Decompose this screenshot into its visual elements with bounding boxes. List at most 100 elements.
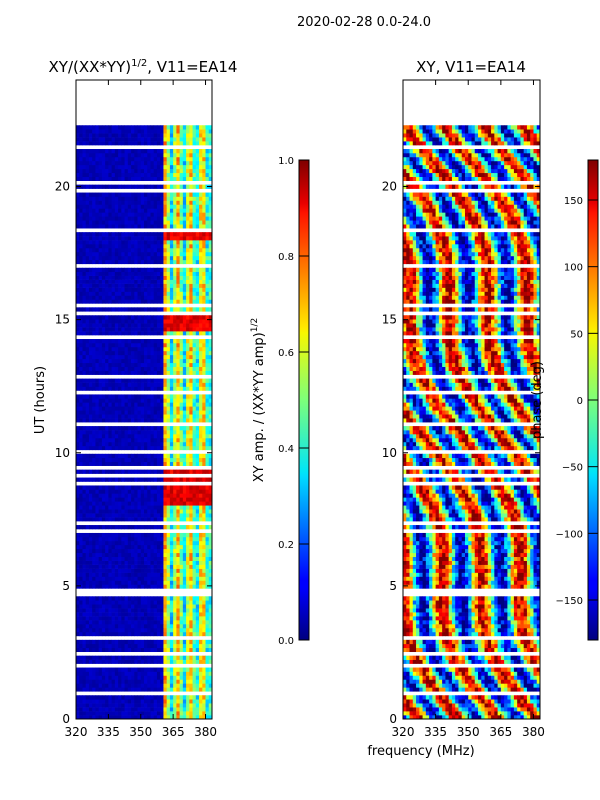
heatmap-cell xyxy=(121,643,125,649)
heatmap-cell xyxy=(202,568,206,573)
heatmap-cell xyxy=(186,410,190,415)
heatmap-cell xyxy=(202,513,206,518)
heatmap-cell xyxy=(176,699,181,704)
heatmap-cell xyxy=(153,687,158,692)
heatmap-cell xyxy=(169,251,174,257)
heatmap-cell xyxy=(124,378,129,383)
heatmap-cell xyxy=(134,532,138,538)
heatmap-cell xyxy=(153,620,158,625)
heatmap-cell xyxy=(156,580,161,585)
heatmap-cell xyxy=(95,560,100,565)
heatmap-cell xyxy=(85,342,90,348)
heatmap-cell xyxy=(85,323,90,328)
heatmap-cell xyxy=(163,505,168,510)
heatmap-cell xyxy=(150,244,155,249)
heatmap-cell xyxy=(82,707,87,712)
heatmap-cell xyxy=(147,477,151,482)
heatmap-cell xyxy=(153,457,158,463)
heatmap-cell xyxy=(192,493,197,498)
heatmap-cell xyxy=(179,525,184,530)
heatmap-cell xyxy=(79,291,83,296)
heatmap-cell xyxy=(79,362,83,368)
heatmap-cell xyxy=(186,477,190,482)
heatmap-cell xyxy=(131,259,135,265)
heatmap-cell xyxy=(182,485,187,490)
heatmap-cell xyxy=(124,695,129,700)
heatmap-cell xyxy=(101,513,106,518)
heatmap-cell xyxy=(153,703,158,708)
heatmap-cell xyxy=(182,624,187,629)
heatmap-cell xyxy=(124,236,129,241)
heatmap-cell xyxy=(192,287,197,292)
heatmap-cell xyxy=(147,485,151,490)
heatmap-cell xyxy=(127,160,132,166)
heatmap-cell xyxy=(76,445,80,451)
heatmap-cell xyxy=(208,493,212,498)
heatmap-cell xyxy=(195,457,200,463)
heatmap-cell xyxy=(199,493,203,498)
heatmap-cell xyxy=(118,346,122,352)
heatmap-cell xyxy=(186,354,190,360)
heatmap-cell xyxy=(205,584,210,589)
heatmap-cell xyxy=(82,339,87,344)
heatmap-cell xyxy=(82,612,87,617)
heatmap-cell xyxy=(182,212,187,217)
heatmap-cell xyxy=(182,437,187,443)
heatmap-cell xyxy=(153,600,158,605)
heatmap-cell xyxy=(179,426,184,431)
heatmap-cell xyxy=(127,184,132,189)
heatmap-cell xyxy=(121,200,125,205)
heatmap-cell xyxy=(144,358,148,364)
heatmap-cell xyxy=(173,370,177,375)
heatmap-cell xyxy=(169,699,174,704)
heatmap-cell xyxy=(186,616,190,621)
heatmap-cell xyxy=(205,382,210,387)
heatmap-cell xyxy=(76,434,80,439)
heatmap-cell xyxy=(137,184,142,189)
heatmap-cell xyxy=(189,176,193,181)
heatmap-cell xyxy=(208,544,212,550)
heatmap-cell xyxy=(147,402,151,407)
heatmap-cell xyxy=(76,402,80,407)
heatmap-cell xyxy=(92,616,96,621)
heatmap-cell xyxy=(108,584,113,589)
heatmap-cell xyxy=(169,437,174,443)
heatmap-cell xyxy=(163,350,168,356)
heatmap-cell xyxy=(121,168,125,174)
heatmap-cell xyxy=(166,287,171,292)
heatmap-cell xyxy=(140,564,145,569)
heatmap-cell xyxy=(140,307,145,312)
heatmap-cell xyxy=(192,485,197,490)
heatmap-cell xyxy=(160,426,164,431)
heatmap-cell xyxy=(82,160,87,166)
heatmap-cell xyxy=(195,679,200,684)
heatmap-cell xyxy=(199,164,203,170)
heatmap-cell xyxy=(124,168,129,174)
heatmap-cell xyxy=(163,370,168,375)
heatmap-cell xyxy=(173,350,177,356)
heatmap-cell xyxy=(92,398,96,403)
heatmap-cell xyxy=(163,616,168,621)
heatmap-cell xyxy=(108,627,113,633)
heatmap-cell xyxy=(160,461,164,466)
heatmap-cell xyxy=(140,204,145,209)
heatmap-cell xyxy=(156,410,161,415)
heatmap-cell xyxy=(199,358,203,364)
heatmap-cell xyxy=(176,382,181,387)
heatmap-cell xyxy=(111,536,116,542)
heatmap-cell xyxy=(163,196,168,201)
heatmap-cell xyxy=(105,616,109,621)
heatmap-cell xyxy=(160,295,164,300)
heatmap-cell xyxy=(160,307,164,312)
heatmap-cell xyxy=(92,208,96,213)
heatmap-cell xyxy=(131,204,135,209)
heatmap-cell xyxy=(166,627,171,633)
heatmap-cell xyxy=(150,695,155,700)
heatmap-cell xyxy=(137,342,142,348)
heatmap-cell xyxy=(137,164,142,170)
heatmap-cell xyxy=(114,584,119,589)
heatmap-cell xyxy=(82,671,87,676)
heatmap-cell xyxy=(160,267,164,273)
heatmap-cell xyxy=(92,489,96,494)
